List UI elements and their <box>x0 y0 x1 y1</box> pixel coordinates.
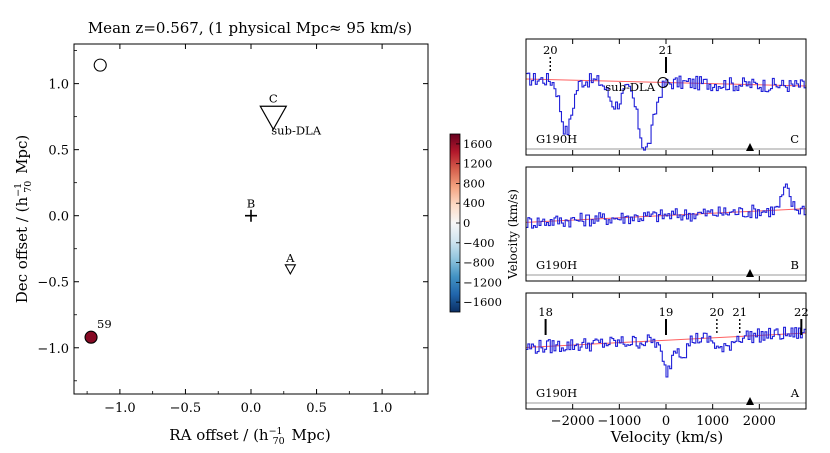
velocity-triangle <box>746 269 754 277</box>
sightline-C-marker <box>259 105 288 131</box>
velocity-triangle <box>746 397 754 405</box>
colorbar-tick-label: 1600 <box>463 137 492 151</box>
flux-spectrum <box>526 326 807 378</box>
map-ylabel-sub: 70 <box>23 181 34 193</box>
colorbar-tick-label: −1200 <box>463 275 502 289</box>
map-ytick-label: 0.5 <box>48 144 69 159</box>
spectra-ylabel: Velocity (km/s) <box>506 189 520 280</box>
galaxy-tick-label: 21 <box>659 43 674 57</box>
sightline-label: C <box>269 91 278 105</box>
map-ytick-label: −1.0 <box>37 342 69 357</box>
colorbar: 1600 1200 800 400 0 −400 −800 −1200 −1600 <box>449 133 502 313</box>
galaxy-marker <box>84 330 98 344</box>
map-xlabel-sub: 70 <box>273 436 285 447</box>
colorbar-ticks: 1600 1200 800 400 0 −400 −800 −1200 −1600 <box>456 137 502 309</box>
velocity-triangle <box>746 143 754 151</box>
map-xtick-label: 0.0 <box>241 401 262 416</box>
instrument-label: G190H <box>536 132 577 146</box>
sightline-A-marker <box>284 264 297 275</box>
galaxy-tick-label: 18 <box>538 305 553 319</box>
map-xlabel-unit: Mpc) <box>287 426 331 444</box>
map-ticks: −1.0 −0.5 0.0 0.5 1.0 −1.0 −0.5 0.0 0.5 1.0 <box>37 44 428 416</box>
sub-dla-note: sub-DLA <box>271 123 321 137</box>
sightline-B-marker <box>245 209 257 222</box>
sub-dla-circle <box>657 76 669 88</box>
spectra-panels: G190H C 20 21 sub-DLA G190H B G190H A 18 19 20 21 22 <box>525 38 809 410</box>
spectra-xticks: −2000 −1000 0 1000 2000 <box>551 414 776 429</box>
sightline-label: A <box>790 386 800 400</box>
map-ylabel-sup: −1 <box>13 183 24 197</box>
colorbar-tick-label: 1200 <box>463 157 492 171</box>
spectrum-panel-A: G190H A 18 19 20 21 22 <box>525 292 809 410</box>
map-xlabel-sup: −1 <box>269 426 283 437</box>
galaxy-tick-label: 22 <box>794 305 809 319</box>
map-ytick-label: 1.0 <box>48 78 69 93</box>
sightline-label: B <box>247 197 255 211</box>
map-xlabel: RA offset / (h−1 70 Mpc) <box>169 426 330 447</box>
galaxy-marker <box>93 58 107 72</box>
colorbar-tick-label: 0 <box>463 216 470 230</box>
map-xtick-label: −0.5 <box>170 401 202 416</box>
spectra-xtick-label: 1000 <box>696 414 729 429</box>
colorbar-tick-label: 800 <box>463 176 485 190</box>
colorbar-tick-label: 400 <box>463 196 485 210</box>
sightline-label: B <box>791 258 799 272</box>
sub-dla-label: sub-DLA <box>605 80 655 94</box>
map-xtick-label: 1.0 <box>372 401 393 416</box>
map-ylabel: Dec offset / (h−170 Mpc) <box>13 135 34 304</box>
map-ytick-label: −0.5 <box>37 276 69 291</box>
map-title: Mean z=0.567, (1 physical Mpc≈ 95 km/s) <box>88 19 412 37</box>
map-ytick-label: 0.0 <box>48 210 69 225</box>
galaxy-tick-label: 21 <box>732 305 747 319</box>
colorbar-tick-label: −400 <box>463 236 495 250</box>
map-xtick-label: −1.0 <box>104 401 136 416</box>
sightline-label: C <box>790 132 799 146</box>
galaxy-tick-label: 20 <box>543 43 558 57</box>
colorbar-tick-label: −1600 <box>463 295 502 309</box>
galaxy-tick-label: 19 <box>659 305 674 319</box>
galaxy-velocity-label: 59 <box>97 317 112 331</box>
spectra-xtick-label: 0 <box>662 414 670 429</box>
spectra-xlabel: Velocity (km/s) <box>610 428 723 446</box>
map-xtick-label: 0.5 <box>306 401 327 416</box>
spectrum-panel-B: G190H B <box>525 166 807 282</box>
instrument-label: G190H <box>536 258 577 272</box>
instrument-label: G190H <box>536 386 577 400</box>
sightline-label: A <box>285 251 295 265</box>
sky-map: Mean z=0.567, (1 physical Mpc≈ 95 km/s) … <box>13 19 429 447</box>
flux-spectrum <box>526 72 807 151</box>
spectra-xtick-label: −2000 <box>551 414 595 429</box>
flux-spectrum <box>526 183 807 229</box>
spectrum-panel-C: G190H C 20 21 sub-DLA <box>525 38 807 156</box>
galaxy-tick-label: 20 <box>710 305 725 319</box>
spectra-xtick-label: 2000 <box>743 414 776 429</box>
spectra-xtick-label: −1000 <box>597 414 641 429</box>
map-ylabel-unit: Mpc) <box>13 135 31 179</box>
colorbar-tick-label: −800 <box>463 256 495 270</box>
